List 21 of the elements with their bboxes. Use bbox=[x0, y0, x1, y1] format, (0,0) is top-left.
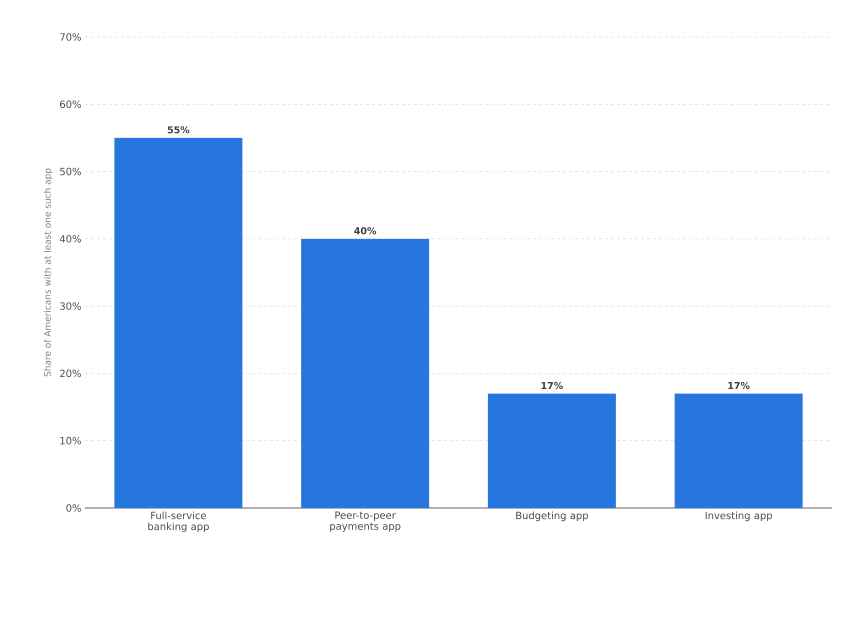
bar bbox=[114, 138, 242, 508]
data-label: 17% bbox=[542, 382, 563, 390]
y-tick-label: 40% bbox=[60, 235, 81, 243]
bar bbox=[674, 394, 803, 508]
data-label: 55% bbox=[168, 126, 190, 134]
y-tick-label: 30% bbox=[60, 302, 81, 310]
y-tick-label: 10% bbox=[60, 436, 81, 444]
y-tick-label: 20% bbox=[60, 370, 81, 378]
x-tick-label: Investing app bbox=[706, 511, 772, 522]
y-tick-label: 60% bbox=[60, 100, 81, 108]
y-axis-title: Share of Americans with at least one such app bbox=[44, 168, 52, 376]
x-tick-label: Full-service banking app bbox=[148, 511, 209, 532]
y-tick-label: 0% bbox=[66, 504, 81, 512]
bar bbox=[488, 394, 616, 508]
data-label: 40% bbox=[354, 227, 376, 234]
bar bbox=[301, 238, 430, 508]
y-tick-label: 50% bbox=[60, 168, 81, 176]
x-tick-label: Budgeting app bbox=[516, 511, 588, 522]
data-label: 17% bbox=[728, 382, 750, 390]
y-tick-label: 70% bbox=[60, 33, 81, 41]
x-tick-label: Peer-to-peer payments app bbox=[330, 512, 400, 532]
